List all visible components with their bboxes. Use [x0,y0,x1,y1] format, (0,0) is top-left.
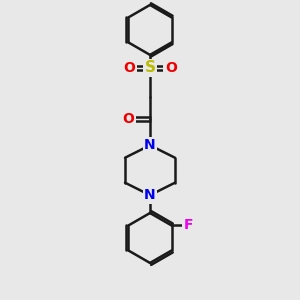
Text: O: O [165,61,177,75]
Text: F: F [184,218,193,233]
Text: N: N [144,188,156,202]
Text: O: O [123,61,135,75]
Text: N: N [144,138,156,152]
Text: S: S [145,61,155,76]
Text: O: O [123,112,134,126]
